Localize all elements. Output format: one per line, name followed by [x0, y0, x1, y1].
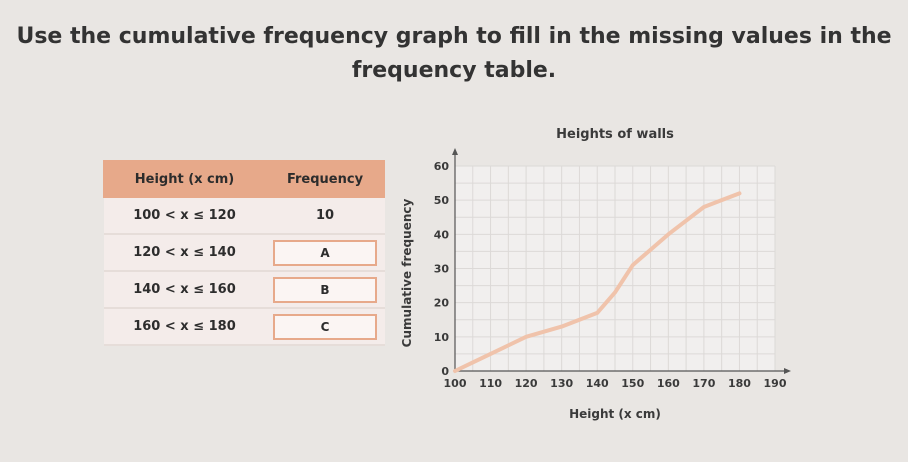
frequency-cell: B	[265, 271, 385, 309]
x-axis-arrow	[784, 368, 791, 374]
table-header-row: Height (x cm) Frequency	[103, 160, 385, 198]
answer-input-b[interactable]: B	[273, 276, 377, 303]
x-tick-label: 190	[764, 377, 787, 390]
frequency-cell: 10	[265, 197, 385, 235]
answer-input-a[interactable]: A	[273, 239, 377, 266]
frequency-table: Height (x cm) Frequency 100 < x ≤ 120 10…	[103, 160, 385, 346]
height-column-header: Height (x cm)	[103, 160, 266, 198]
x-axis-label: Height (x cm)	[569, 407, 661, 421]
cumulative-frequency-line	[453, 191, 742, 373]
x-tick-label: 150	[621, 377, 644, 390]
y-tick-label: 20	[434, 297, 450, 310]
table-row: 100 < x ≤ 120 10	[103, 197, 385, 235]
x-tick-label: 170	[692, 377, 715, 390]
x-tick-label: 160	[657, 377, 680, 390]
frequency-cell: C	[265, 308, 385, 346]
height-cell: 120 < x ≤ 140	[103, 234, 266, 272]
chart-title: Heights of walls	[556, 127, 674, 142]
table-row: 120 < x ≤ 140 A	[103, 234, 385, 272]
y-axis-arrow	[452, 148, 458, 155]
y-tick-label: 0	[441, 365, 449, 378]
x-tick-label: 180	[728, 377, 751, 390]
cumulative-frequency-chart: Heights of walls Height (x cm) Cumulativ…	[400, 127, 791, 421]
height-cell: 100 < x ≤ 120	[103, 197, 266, 235]
table-row: 160 < x ≤ 180 C	[103, 308, 385, 346]
answer-input-c[interactable]: C	[273, 313, 377, 340]
y-tick-label: 50	[434, 194, 450, 207]
y-tick-label: 60	[434, 160, 450, 173]
x-tick-label: 130	[550, 377, 573, 390]
x-tick-label: 120	[515, 377, 538, 390]
x-tick-label: 110	[479, 377, 502, 390]
y-tick-label: 10	[434, 331, 450, 344]
question-text: Use the cumulative frequency graph to fi…	[0, 20, 908, 88]
question-line-2: frequency table.	[351, 58, 557, 83]
x-tick-label: 140	[586, 377, 609, 390]
x-tick-label: 100	[444, 377, 467, 390]
frequency-column-header: Frequency	[265, 160, 385, 198]
question-line-1: Use the cumulative frequency graph to fi…	[16, 24, 892, 49]
frequency-cell: A	[265, 234, 385, 272]
height-cell: 160 < x ≤ 180	[103, 308, 266, 346]
y-tick-label: 30	[434, 263, 450, 276]
chart-container: Heights of walls Height (x cm) Cumulativ…	[395, 118, 815, 442]
height-cell: 140 < x ≤ 160	[103, 271, 266, 309]
y-axis-label: Cumulative frequency	[400, 199, 414, 348]
y-tick-label: 40	[434, 228, 450, 241]
table-row: 140 < x ≤ 160 B	[103, 271, 385, 309]
